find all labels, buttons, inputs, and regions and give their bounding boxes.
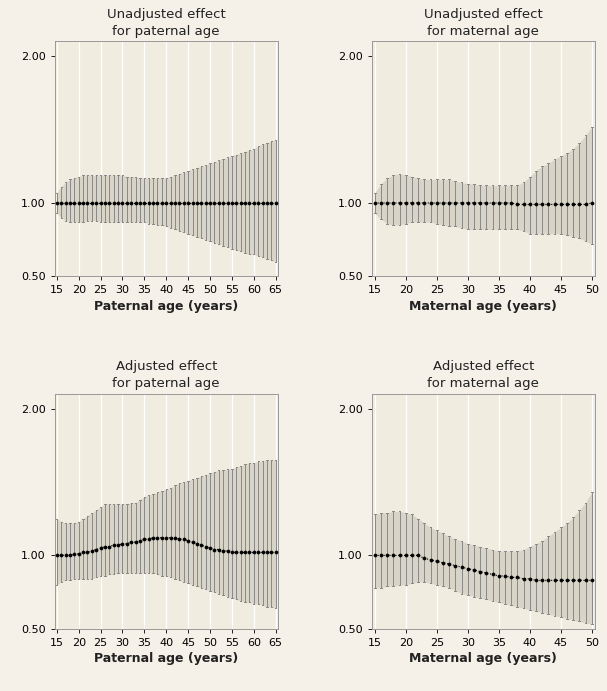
Title: Adjusted effect
for paternal age: Adjusted effect for paternal age: [112, 360, 220, 390]
X-axis label: Maternal age (years): Maternal age (years): [409, 300, 557, 312]
X-axis label: Maternal age (years): Maternal age (years): [409, 652, 557, 665]
X-axis label: Paternal age (years): Paternal age (years): [94, 652, 239, 665]
Title: Adjusted effect
for maternal age: Adjusted effect for maternal age: [427, 360, 539, 390]
Title: Unadjusted effect
for maternal age: Unadjusted effect for maternal age: [424, 8, 543, 37]
Title: Unadjusted effect
for paternal age: Unadjusted effect for paternal age: [107, 8, 226, 37]
X-axis label: Paternal age (years): Paternal age (years): [94, 300, 239, 312]
